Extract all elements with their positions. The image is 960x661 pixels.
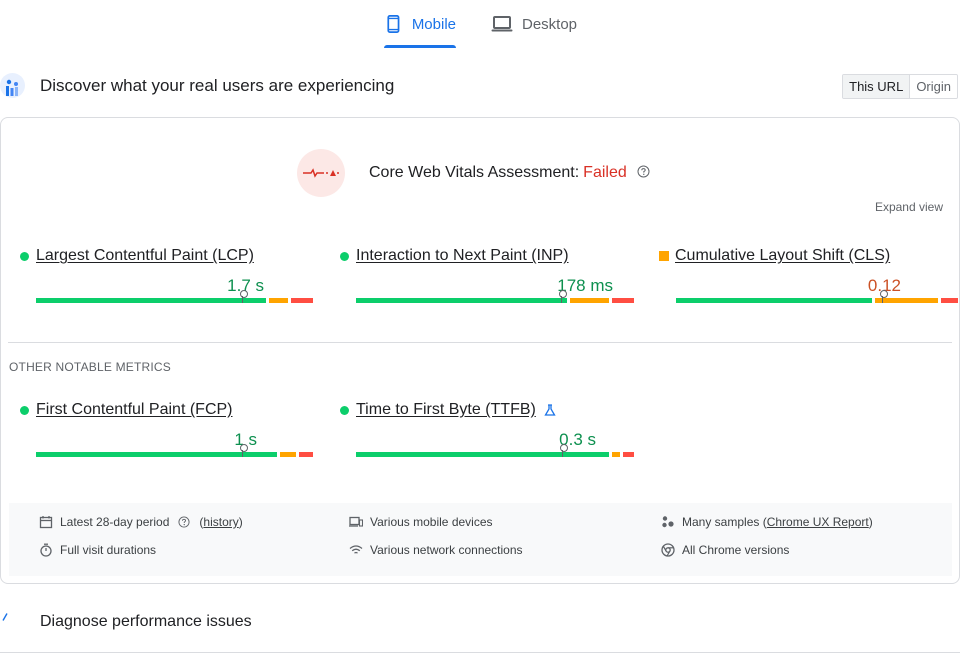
poor-segment [299,452,313,457]
info-visit: Full visit durations [39,543,156,557]
good-segment [36,452,277,457]
tab-mobile-label: Mobile [411,15,456,33]
poor-segment [290,298,313,303]
cwv-assessment: Core Web Vitals Assessment: Failed [297,149,650,197]
diagnose-header: Diagnose performance issues [0,606,960,636]
good-status-icon [340,251,349,261]
smartphone-icon [387,15,400,33]
info-devices-text: Various mobile devices [370,515,493,529]
metric-value-inp: 178 ms [557,276,613,295]
needs-improvement-segment [570,298,609,303]
other-metrics-label: OTHER NOTABLE METRICS [9,360,171,374]
p75-marker [240,444,248,457]
good-status-icon [20,251,29,261]
needs-improvement-status-icon [659,251,669,261]
device-tabs: Mobile Desktop [0,0,960,48]
metric-lcp: Largest Contentful Paint (LCP) 1.7 s [1,246,313,303]
assessment-heading: Core Web Vitals Assessment: Failed [369,164,650,182]
tab-mobile[interactable]: Mobile [384,0,456,48]
wifi-icon [349,545,363,554]
metric-cls: Cumulative Layout Shift (CLS) 0.12 [641,246,958,303]
timer-icon [40,543,52,557]
metric-name-fcp[interactable]: First Contentful Paint (FCP) [36,401,233,418]
bottom-divider [0,652,960,653]
poor-segment [940,298,958,303]
info-samples-prefix: Many samples ( [682,515,767,529]
good-status-icon [20,405,29,415]
help-icon[interactable] [178,516,190,528]
metric-value-lcp: 1.7 s [227,276,264,295]
info-visit-text: Full visit durations [60,543,157,557]
good-segment [676,298,872,303]
good-segment [356,298,568,303]
assessment-status: Failed [583,164,627,181]
metric-value-ttfb: 0.3 s [559,430,596,449]
samples-icon [662,516,674,528]
metric-name-ttfb[interactable]: Time to First Byte (TTFB) [356,401,536,418]
experimental-flask-icon [544,404,556,416]
info-network-text: Various network connections [370,543,523,557]
this-url-button[interactable]: This URL [843,75,911,98]
metric-ttfb: Time to First Byte (TTFB) 0.3 s [321,400,634,457]
origin-button[interactable]: Origin [910,75,957,98]
info-chrome: All Chrome versions [661,543,789,557]
calendar-icon [39,516,53,529]
data-source-info: Latest 28-day period (history) Full visi… [9,503,952,576]
poor-segment [611,298,634,303]
chrome-icon [661,543,675,557]
diagnose-title: Diagnose performance issues [40,613,252,630]
good-segment [356,452,609,457]
devices-icon [349,516,363,527]
metric-value-cls: 0.12 [867,276,901,295]
chrome-ux-report-link[interactable]: Chrome UX Report [766,515,869,529]
info-devices: Various mobile devices [349,515,493,529]
poor-segment [622,452,634,457]
lab-data-icon [2,613,8,621]
metric-fcp: First Contentful Paint (FCP) 1 s [1,400,313,457]
p75-marker [240,290,248,303]
url-origin-toggle: This URL Origin [842,74,958,99]
distribution-bar-inp [356,290,634,303]
info-period-text: Latest 28-day period [60,515,170,529]
good-status-icon [340,405,349,415]
laptop-icon [491,16,513,32]
tab-desktop-label: Desktop [522,15,578,33]
core-web-vitals-card: Core Web Vitals Assessment: Failed Expand… [0,117,960,584]
metric-name-lcp[interactable]: Largest Contentful Paint (LCP) [36,247,254,264]
tab-desktop[interactable]: Desktop [491,0,577,48]
expand-view-link[interactable]: Expand view [874,200,943,214]
info-network: Various network connections [349,543,523,557]
needs-improvement-segment [874,298,938,303]
needs-improvement-segment [268,298,288,303]
info-samples-suffix: ) [868,515,873,529]
field-data-title: Discover what your real users are experi… [40,76,395,95]
history-link[interactable]: history [203,515,239,529]
field-data-header: Discover what your real users are experi… [0,71,960,101]
failed-badge-icon [297,149,345,197]
metric-value-fcp: 1 s [234,430,257,449]
section-divider [8,342,952,343]
p75-marker [559,290,567,303]
metric-inp: Interaction to Next Paint (INP) 178 ms [321,246,634,303]
good-segment [36,298,266,303]
info-period: Latest 28-day period (history) [39,515,243,529]
info-chrome-text: All Chrome versions [682,543,790,557]
assessment-label: Core Web Vitals Assessment: [369,164,580,181]
needs-improvement-segment [611,452,620,457]
metric-name-inp[interactable]: Interaction to Next Paint (INP) [356,247,569,264]
field-data-icon [0,73,25,98]
needs-improvement-segment [279,452,297,457]
help-icon[interactable] [637,165,650,178]
p75-marker [880,290,888,303]
info-samples: Many samples (Chrome UX Report) [661,515,873,529]
p75-marker [560,444,568,457]
distribution-bar-fcp [36,444,313,457]
distribution-bar-ttfb [356,444,634,457]
distribution-bar-lcp [36,290,313,303]
metric-name-cls[interactable]: Cumulative Layout Shift (CLS) [675,247,891,264]
distribution-bar-cls [676,290,958,303]
